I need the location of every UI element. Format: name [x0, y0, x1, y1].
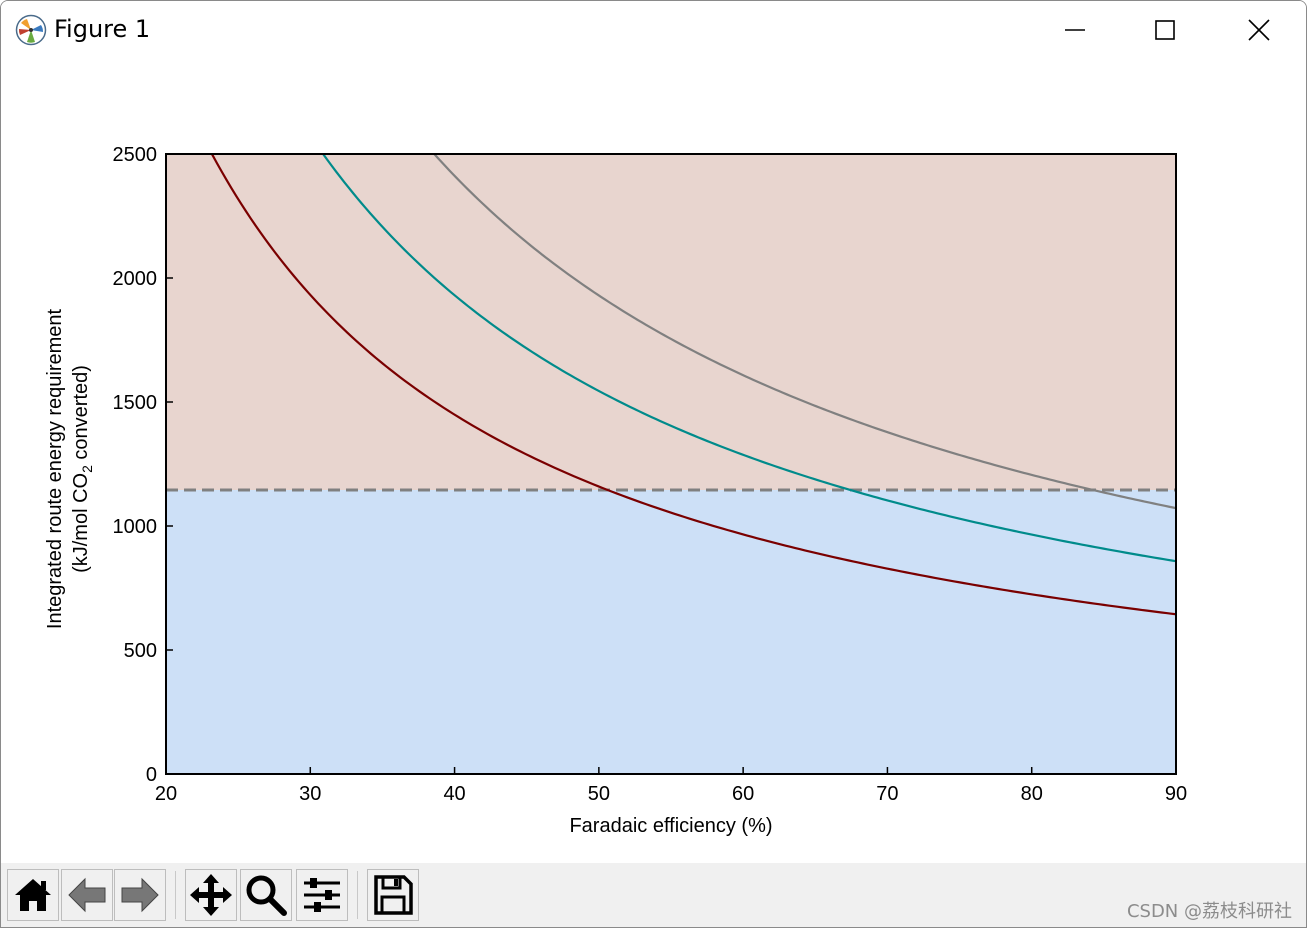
- home-button[interactable]: [7, 869, 59, 921]
- y-tick-label: 1500: [113, 392, 158, 414]
- forward-button[interactable]: [114, 869, 166, 921]
- x-tick-label: 20: [155, 783, 177, 805]
- maximize-icon: [1155, 20, 1175, 40]
- series-line-1: [211, 154, 1176, 616]
- shaded-region-above-threshold: [166, 154, 1176, 491]
- minimize-button[interactable]: [1052, 9, 1098, 51]
- y-tick-label: 2000: [113, 268, 158, 290]
- forward-arrow-icon: [121, 877, 159, 913]
- y-tick-label: 0: [146, 764, 157, 786]
- y-axis-label-part: (kJ/mol CO: [70, 473, 92, 573]
- configure-subplots-icon: [304, 878, 340, 912]
- window-title: Figure 1: [54, 15, 151, 43]
- shaded-region-below-threshold: [166, 490, 1176, 774]
- title-bar[interactable]: Figure 1: [1, 1, 1306, 59]
- series-line-2: [322, 154, 1176, 563]
- x-tick-label: 50: [588, 783, 610, 805]
- navigation-toolbar: [1, 863, 1306, 927]
- home-icon: [15, 879, 51, 911]
- series-line-3: [433, 154, 1176, 510]
- toolbar-separator: [357, 871, 358, 919]
- back-button[interactable]: [61, 869, 113, 921]
- line-chart: 20 30 40 50 60 70 80 90 0 500 1000 1500 2000 2500 Fara…: [44, 144, 1187, 837]
- pan-button[interactable]: [185, 869, 237, 921]
- toolbar-separator: [175, 871, 176, 919]
- x-tick-label: 90: [1165, 783, 1187, 805]
- matplotlib-logo-icon: [15, 14, 47, 46]
- x-tick-label: 40: [443, 783, 465, 805]
- close-button[interactable]: [1236, 9, 1282, 51]
- minimize-icon: [1065, 29, 1085, 31]
- zoom-button[interactable]: [240, 869, 292, 921]
- watermark-text: CSDN @荔枝科研社: [1126, 901, 1292, 922]
- x-tick-label: 60: [732, 783, 754, 805]
- x-axis-label: Faradaic efficiency (%): [569, 815, 772, 837]
- y-axis-label-line1: Integrated route energy requirement: [44, 308, 66, 629]
- y-axis-label-part: converted): [70, 365, 92, 465]
- zoom-magnifier-icon: [246, 875, 287, 916]
- save-button[interactable]: [367, 869, 419, 921]
- y-tick-label: 2500: [113, 144, 158, 166]
- maximize-button[interactable]: [1142, 9, 1188, 51]
- back-arrow-icon: [68, 877, 106, 913]
- x-tick-label: 30: [299, 783, 321, 805]
- y-tick-label: 500: [124, 640, 157, 662]
- x-tick-label: 70: [876, 783, 898, 805]
- y-tick-label: 1000: [113, 516, 158, 538]
- x-tick-label: 80: [1021, 783, 1043, 805]
- figure-canvas[interactable]: 20 30 40 50 60 70 80 90 0 500 1000 1500 2000 2500 Fara…: [1, 59, 1306, 863]
- configure-subplots-button[interactable]: [296, 869, 348, 921]
- axes-frame: [165, 153, 1177, 775]
- close-icon: [1248, 19, 1270, 41]
- save-icon: [374, 875, 413, 915]
- y-axis-label-subscript: 2: [79, 465, 95, 473]
- y-axis-label-line2: (kJ/mol CO2 converted): [70, 365, 95, 573]
- pan-icon: [190, 874, 232, 916]
